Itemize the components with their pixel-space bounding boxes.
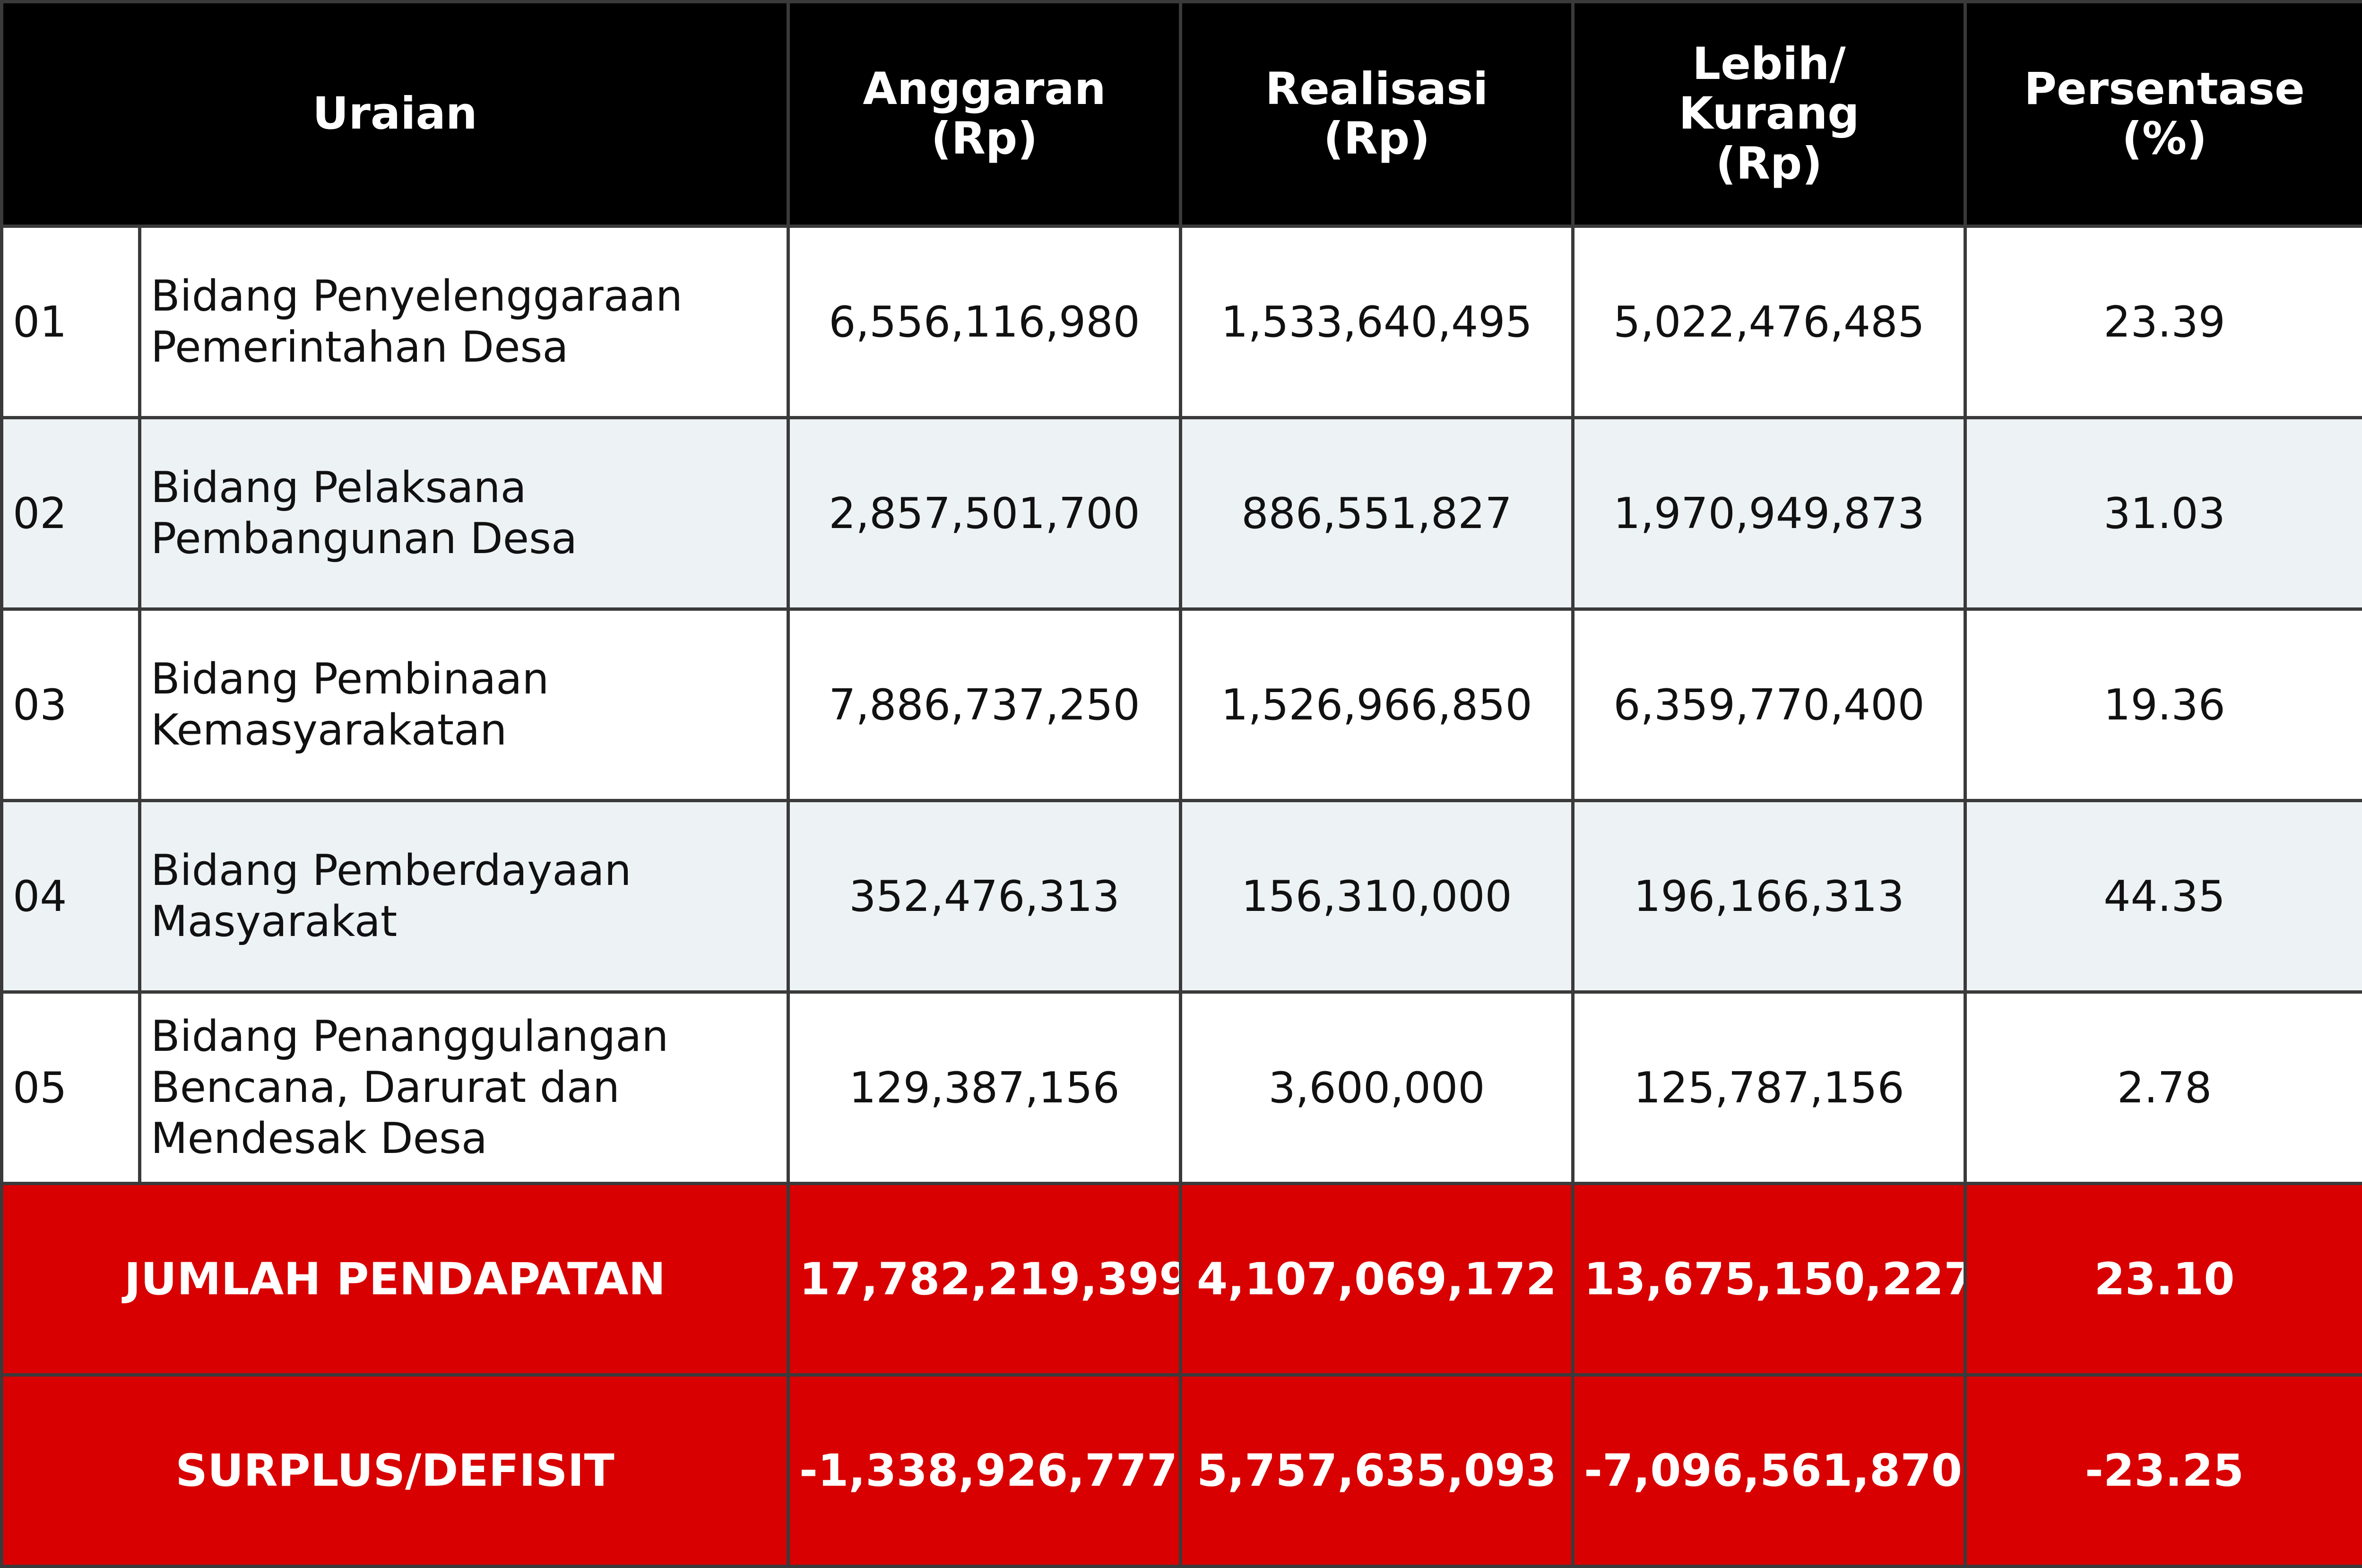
total-persentase: 23.10 <box>1965 1184 2362 1375</box>
row-anggaran: 352,476,313 <box>788 801 1181 992</box>
header-uraian: Uraian <box>2 2 788 226</box>
row-persentase: 31.03 <box>1965 418 2362 609</box>
total-anggaran: 17,782,219,399 <box>788 1184 1181 1375</box>
row-realisasi: 886,551,827 <box>1181 418 1573 609</box>
header-lebih-kurang: Lebih/Kurang(Rp) <box>1573 2 1965 226</box>
header-persentase: Persentase(%) <box>1965 2 2362 226</box>
row-lebih-kurang: 6,359,770,400 <box>1573 609 1965 801</box>
header-anggaran: Anggaran(Rp) <box>788 2 1181 226</box>
total-lebih-kurang: -7,096,561,870 <box>1573 1375 1965 1567</box>
row-anggaran: 129,387,156 <box>788 992 1181 1184</box>
row-lebih-kurang: 125,787,156 <box>1573 992 1965 1184</box>
row-code: 02 <box>2 418 140 609</box>
row-persentase: 19.36 <box>1965 609 2362 801</box>
row-lebih-kurang: 196,166,313 <box>1573 801 1965 992</box>
total-anggaran: -1,338,926,777 <box>788 1375 1181 1567</box>
row-realisasi: 3,600,000 <box>1181 992 1573 1184</box>
row-code: 05 <box>2 992 140 1184</box>
total-realisasi: 5,757,635,093 <box>1181 1375 1573 1567</box>
row-realisasi: 156,310,000 <box>1181 801 1573 992</box>
total-realisasi: 4,107,069,172 <box>1181 1184 1573 1375</box>
row-anggaran: 7,886,737,250 <box>788 609 1181 801</box>
total-lebih-kurang: 13,675,150,227 <box>1573 1184 1965 1375</box>
total-persentase: -23.25 <box>1965 1375 2362 1567</box>
total-label: SURPLUS/DEFISIT <box>2 1375 788 1567</box>
row-anggaran: 2,857,501,700 <box>788 418 1181 609</box>
total-row-jumlah-pendapatan: JUMLAH PENDAPATAN 17,782,219,399 4,107,0… <box>2 1184 2362 1375</box>
row-lebih-kurang: 1,970,949,873 <box>1573 418 1965 609</box>
row-persentase: 2.78 <box>1965 992 2362 1184</box>
row-lebih-kurang: 5,022,476,485 <box>1573 226 1965 418</box>
header-row: Uraian Anggaran(Rp) Realisasi(Rp) Lebih/… <box>2 2 2362 226</box>
total-row-surplus-defisit: SURPLUS/DEFISIT -1,338,926,777 5,757,635… <box>2 1375 2362 1567</box>
header-realisasi: Realisasi(Rp) <box>1181 2 1573 226</box>
row-code: 03 <box>2 609 140 801</box>
row-anggaran: 6,556,116,980 <box>788 226 1181 418</box>
row-realisasi: 1,526,966,850 <box>1181 609 1573 801</box>
row-persentase: 44.35 <box>1965 801 2362 992</box>
row-persentase: 23.39 <box>1965 226 2362 418</box>
row-code: 04 <box>2 801 140 992</box>
total-label: JUMLAH PENDAPATAN <box>2 1184 788 1375</box>
row-code: 01 <box>2 226 140 418</box>
row-realisasi: 1,533,640,495 <box>1181 226 1573 418</box>
